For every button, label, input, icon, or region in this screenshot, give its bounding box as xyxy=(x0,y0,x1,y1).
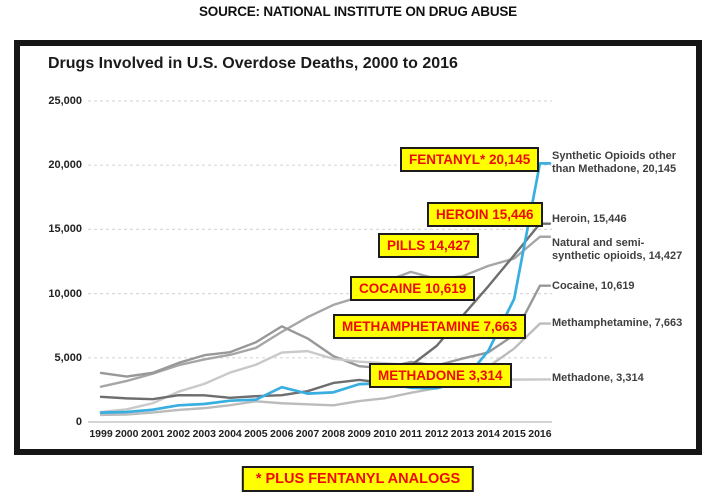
series-label-natural-semi-synthetic: Natural and semi- synthetic opioids, 14,… xyxy=(552,237,683,262)
x-axis-year-label: 2013 xyxy=(450,428,475,440)
series-label-heroin: Heroin, 15,446 xyxy=(552,213,627,225)
x-axis-year-label: 2008 xyxy=(321,428,346,440)
x-axis-year-label: 1999 xyxy=(89,428,113,440)
series-label-methadone: Methadone, 3,314 xyxy=(552,372,644,384)
x-axis-year-label: 2005 xyxy=(244,428,268,440)
x-axis-year-label: 2002 xyxy=(166,428,191,440)
chart-inner: 0 5,000 10,000 15,000 20,000 25,000 1999 2000 20… xyxy=(20,46,696,449)
chart-title: Drugs Involved in U.S. Overdose Deaths, … xyxy=(48,55,458,72)
x-axis-year-label: 2001 xyxy=(140,428,165,440)
line-heroin xyxy=(99,222,552,401)
y-axis-tick-label: 25,000 xyxy=(48,95,82,107)
y-axis-tick-label: 0 xyxy=(75,416,82,428)
x-axis-year-label: 2014 xyxy=(476,428,500,440)
x-axis-year-label: 2000 xyxy=(115,428,139,440)
series-label-cocaine: Cocaine, 10,619 xyxy=(552,280,635,292)
x-axis-year-label: 2004 xyxy=(218,428,242,440)
line-natural-semi-synthetic-opioids xyxy=(99,235,552,388)
x-axis-year-label: 2009 xyxy=(347,428,371,440)
x-axis-year-label: 2006 xyxy=(270,428,294,440)
x-axis-year-label: 2016 xyxy=(528,428,552,440)
y-axis-tick-label: 15,000 xyxy=(48,223,82,236)
footnote-callout: * PLUS FENTANYL ANALOGS xyxy=(241,466,475,492)
y-axis-tick-label: 10,000 xyxy=(48,287,82,300)
x-axis-year-label: 2012 xyxy=(424,428,449,440)
chart-frame: 0 5,000 10,000 15,000 20,000 25,000 1999 2000 20… xyxy=(14,40,702,455)
y-axis-tick-label: 5,000 xyxy=(54,351,82,364)
series-label-synthetic-opioids: Synthetic Opioids other than Methadone, … xyxy=(552,150,677,175)
x-axis-year-label: 2010 xyxy=(373,428,397,440)
callout-cocaine: COCAINE 10,619 xyxy=(350,276,476,301)
line-synthetic-opioids xyxy=(99,161,552,414)
x-axis-year-label: 2007 xyxy=(295,428,320,440)
callout-heroin: HEROIN 15,446 xyxy=(427,202,543,227)
source-header: SOURCE: NATIONAL INSTITUTE ON DRUG ABUSE xyxy=(198,4,517,19)
x-axis-year-label: 2015 xyxy=(502,428,526,440)
callout-pills: PILLS 14,427 xyxy=(378,233,480,258)
callout-methadone: METHADONE 3,314 xyxy=(369,363,512,388)
callout-methamphetamine: METHAMPHETAMINE 7,663 xyxy=(333,314,527,339)
x-axis-year-label: 2003 xyxy=(192,428,216,440)
callout-fentanyl: FENTANYL* 20,145 xyxy=(400,147,540,172)
series-label-methamphetamine: Methamphetamine, 7,663 xyxy=(552,317,683,329)
x-axis-year-label: 2011 xyxy=(399,428,423,440)
y-axis-tick-label: 20,000 xyxy=(48,159,82,172)
